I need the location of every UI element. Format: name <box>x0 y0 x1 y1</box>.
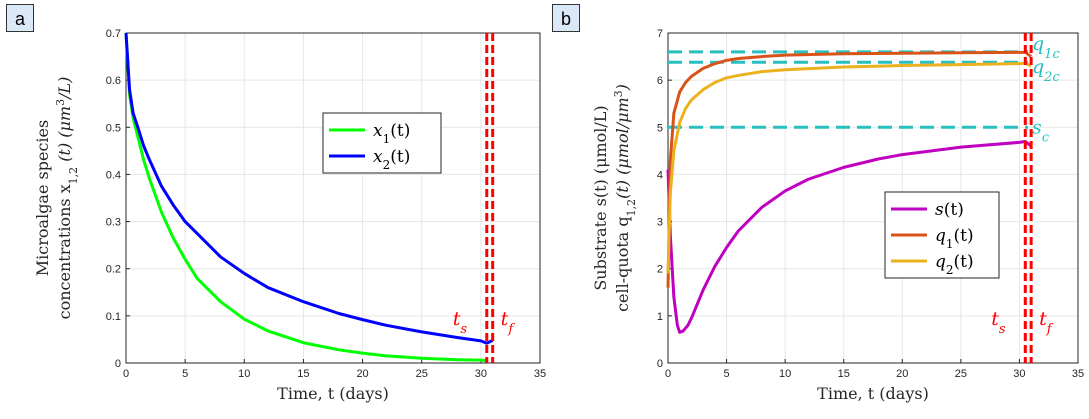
marker-label-tf: tf <box>1039 308 1054 337</box>
y-tick-label: 4 <box>657 169 663 181</box>
series-line-x1 <box>124 32 487 363</box>
y-tick-label: 6 <box>657 75 663 87</box>
x-tick-label: 5 <box>724 368 730 380</box>
y-tick-label: 1 <box>657 311 663 323</box>
marker-label-tf: tf <box>501 308 516 337</box>
y-tick-label: 0.4 <box>106 169 121 181</box>
x-tick-label: 20 <box>356 368 368 380</box>
legend-entry-s: s(t) <box>935 200 964 220</box>
x-tick-label: 15 <box>297 368 309 380</box>
x-tick-label: 30 <box>1013 368 1025 380</box>
legend-entry-q2: q2(t) <box>935 252 974 277</box>
y-tick-label: 0 <box>115 358 121 370</box>
panel-label-b: b <box>552 4 580 32</box>
x-tick-label: 5 <box>182 368 188 380</box>
x-tick-label: 15 <box>838 368 850 380</box>
series-line-q2 <box>666 61 1032 274</box>
legend-box <box>884 191 1000 279</box>
critical-label-q2c: q2c <box>1032 56 1060 85</box>
y-tick-label: 5 <box>657 122 663 134</box>
x-axis-label: Time, t (days) <box>277 384 389 403</box>
y-tick-label: 0.1 <box>106 311 121 323</box>
legend-box <box>322 112 442 174</box>
critical-label-q1c: q1c <box>1032 33 1060 62</box>
chart-b: 0 5 10 15 20 25 30 35 0 1 2 3 4 5 6 7 Time, t (days) Subs… <box>591 28 1084 403</box>
x-tick-label: 10 <box>779 368 791 380</box>
y-tick-label: 2 <box>657 264 663 276</box>
legend-entry-x1: x1(t) <box>373 121 410 146</box>
panel-label-a: a <box>6 4 34 32</box>
y-axis-label-line2: cell-quota q1,2(t) (μmol/μm3) <box>612 84 638 312</box>
y-tick-label: 0.2 <box>106 264 121 276</box>
marker-label-ts: ts <box>991 308 1006 337</box>
x-tick-label: 10 <box>238 368 250 380</box>
x-tick-label: 35 <box>534 368 546 380</box>
legend: x1(t)x2(t) <box>322 112 442 174</box>
x-tick-label: 30 <box>475 368 487 380</box>
series-line-x2 <box>124 32 494 345</box>
y-axis-label-line2: concentrations x1,2 (t) (μm3/L) <box>54 77 80 320</box>
y-tick-label: 0.7 <box>106 28 121 40</box>
plot-area <box>125 32 541 364</box>
marker-label-ts: ts <box>453 308 468 337</box>
y-tick-label: 0 <box>657 358 663 370</box>
x-tick-label: 35 <box>1072 368 1084 380</box>
y-axis-label-line1: Microalgae species <box>33 120 52 276</box>
x-tick-label: 0 <box>665 368 671 380</box>
legend: s(t) q1(t)q2(t) <box>884 191 1000 279</box>
y-tick-label: 7 <box>657 28 663 40</box>
x-tick-label: 20 <box>896 368 908 380</box>
y-tick-label: 0.5 <box>106 122 121 134</box>
plot-area <box>667 32 1079 364</box>
y-tick-label: 0.6 <box>106 75 121 87</box>
legend-entry-x2: x2(t) <box>373 147 410 172</box>
y-axis-label-line1: Substrate s(t) (μmol/L) <box>591 105 610 290</box>
chart-a: 0 5 10 15 20 25 30 35 0 0.1 0.2 0.3 0.4 0.5 0.6 0.7 Time… <box>33 28 546 403</box>
x-tick-label: 25 <box>955 368 967 380</box>
critical-label-sc: sc <box>1032 116 1050 145</box>
legend-entry-q1: q1(t) <box>935 226 974 251</box>
x-tick-label: 0 <box>123 368 129 380</box>
x-tick-label: 25 <box>416 368 428 380</box>
series-line-q1 <box>666 50 1033 288</box>
y-tick-label: 0.3 <box>106 217 121 229</box>
series-line-s <box>666 139 1033 334</box>
y-tick-label: 3 <box>657 217 663 229</box>
x-axis-label: Time, t (days) <box>817 384 929 403</box>
